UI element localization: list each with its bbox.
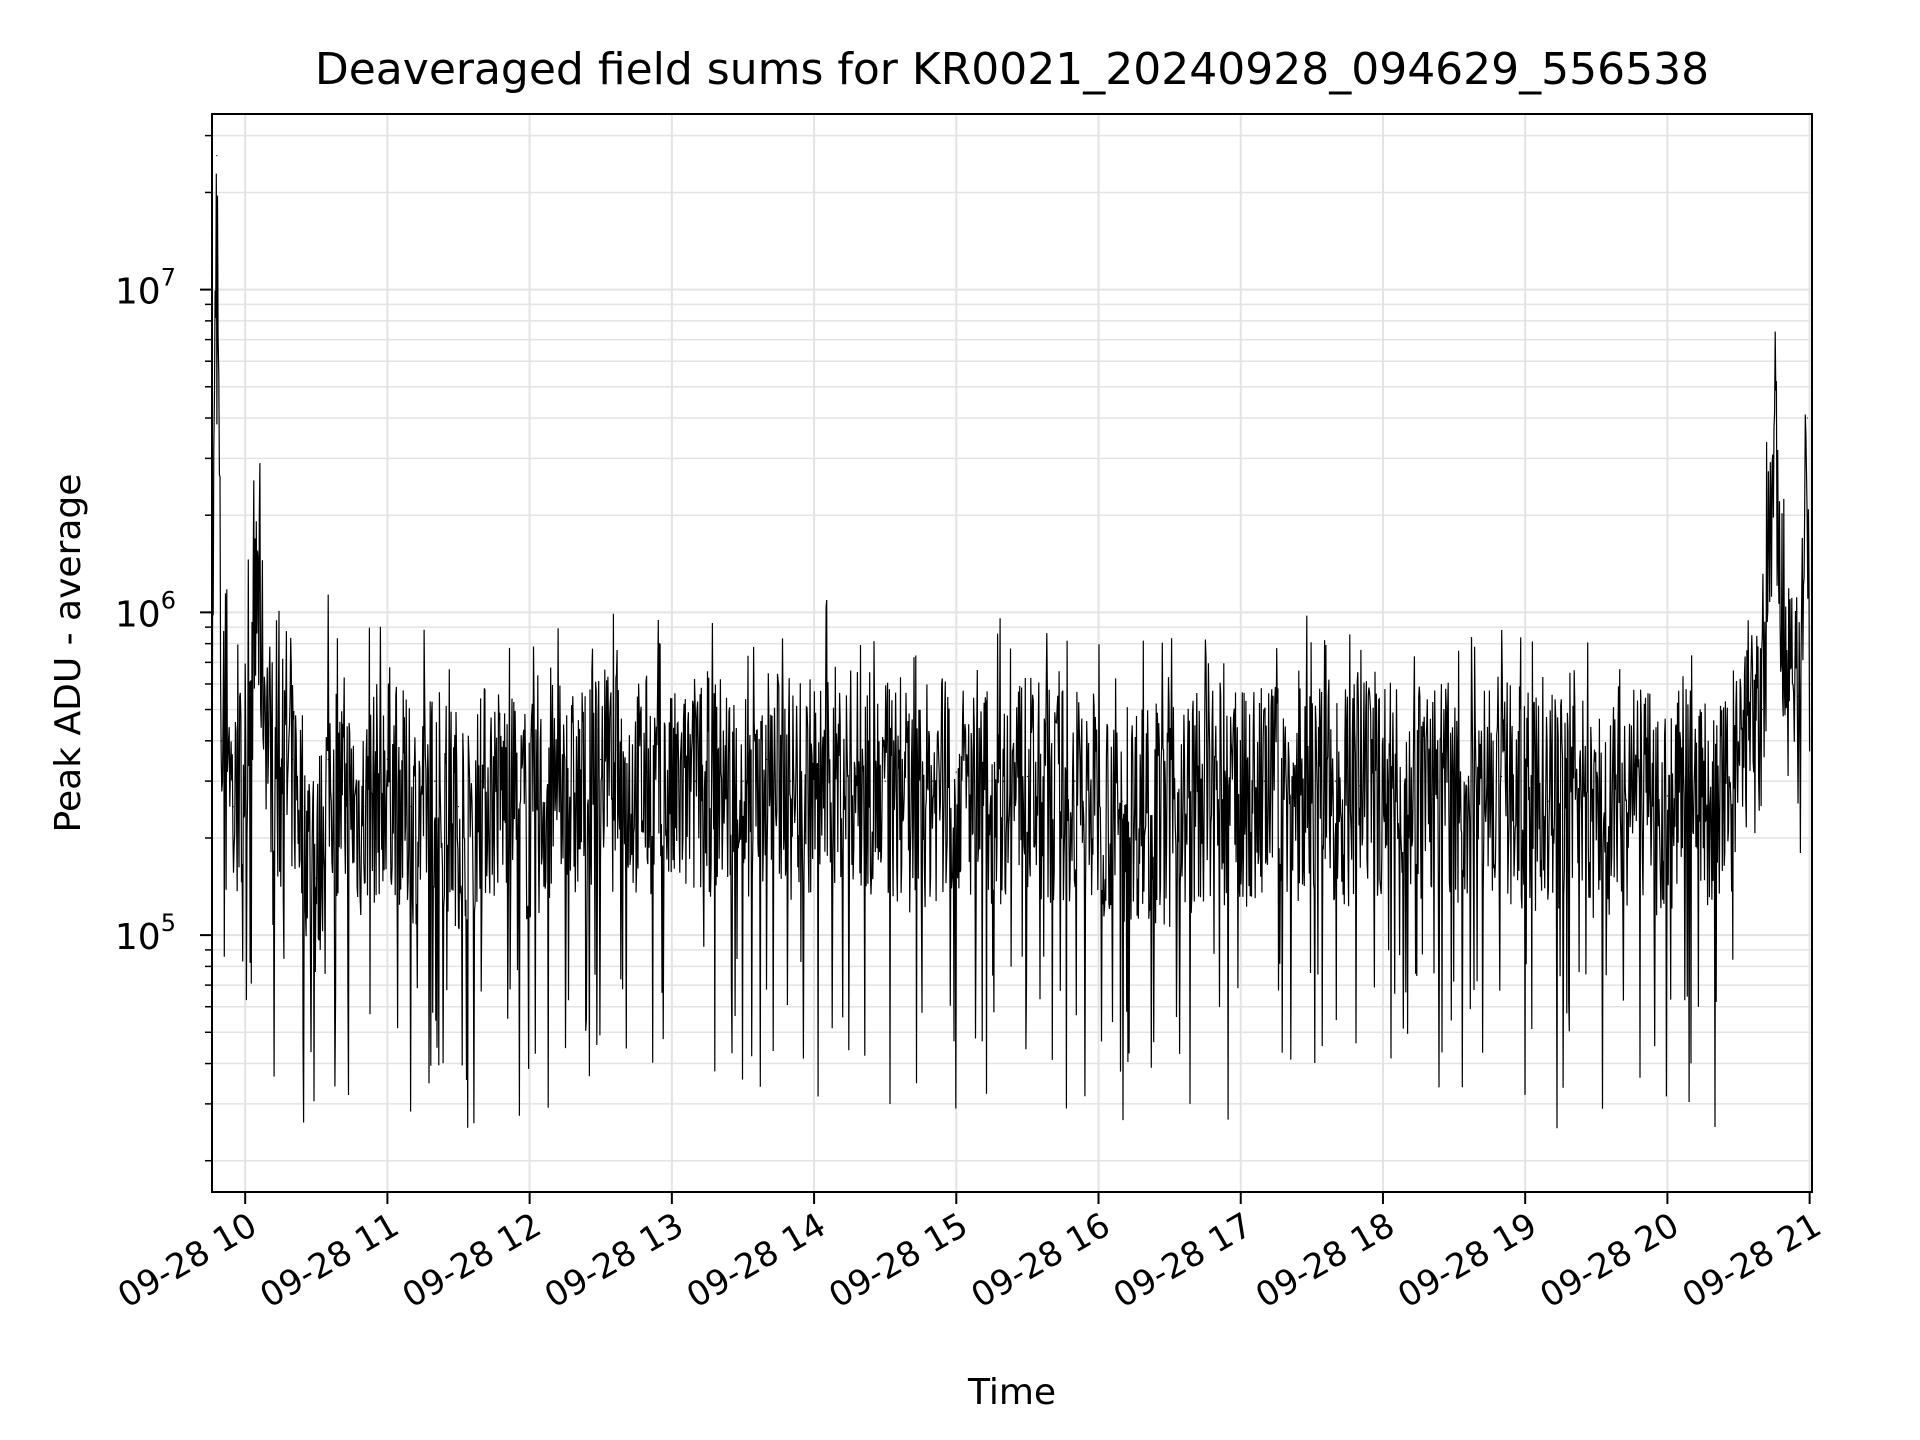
- chart-title: Deaveraged field sums for KR0021_2024092…: [315, 44, 1709, 95]
- data-point: [742, 780, 744, 782]
- data-point: [671, 790, 673, 792]
- data-point: [884, 780, 886, 782]
- data-point: [1809, 683, 1811, 685]
- data-point: [1453, 785, 1455, 787]
- data-point: [1477, 780, 1479, 782]
- data-point: [291, 758, 294, 761]
- data-point: [268, 723, 270, 725]
- data-point: [363, 806, 365, 808]
- data-point: [256, 586, 258, 588]
- data-point: [434, 780, 436, 782]
- data-point: [303, 806, 306, 808]
- data-point: [1500, 775, 1503, 778]
- data-point: [1287, 785, 1289, 787]
- data-point: [457, 806, 460, 808]
- data-point: [647, 771, 649, 773]
- data-point: [931, 780, 934, 782]
- data-point: [1806, 417, 1808, 419]
- data-point: [1334, 780, 1337, 782]
- data-point: [718, 771, 720, 773]
- data-point: [1643, 790, 1645, 792]
- data-point: [244, 740, 246, 742]
- data-point: [1003, 780, 1005, 782]
- data-point: [860, 767, 863, 769]
- data-point: [327, 758, 329, 761]
- y-tick-exponent: 7: [161, 264, 176, 292]
- data-point: [386, 758, 389, 761]
- data-point: [694, 780, 697, 782]
- data-point: [1145, 795, 1147, 797]
- data-point: [1240, 790, 1242, 792]
- data-point: [1311, 775, 1313, 778]
- data-point: [1358, 785, 1360, 787]
- series-line: [211, 173, 1811, 1129]
- data-point: [1690, 780, 1692, 782]
- data-point: [481, 780, 483, 782]
- y-tick-exponent: 5: [161, 909, 176, 937]
- data-point: [1761, 708, 1763, 711]
- data-point: [1192, 790, 1194, 792]
- data-point: [529, 806, 531, 808]
- data-point: [1429, 775, 1431, 778]
- data-point: [225, 661, 227, 663]
- data-point: [1121, 800, 1123, 802]
- data-point: [1406, 780, 1408, 782]
- data-point: [1097, 790, 1100, 792]
- data-point: [1595, 806, 1597, 808]
- data-point: [837, 762, 839, 765]
- data-point: [505, 780, 507, 782]
- data-point: [813, 771, 815, 773]
- data-point: [576, 790, 578, 792]
- data-point: [220, 740, 223, 742]
- series-layer: [211, 155, 1811, 1129]
- data-point: [1571, 780, 1574, 782]
- data-point: [908, 790, 910, 792]
- data-point: [1026, 775, 1029, 778]
- data-point: [552, 780, 554, 782]
- data-point: [339, 780, 341, 782]
- y-axis-label: Peak ADU - average: [48, 474, 89, 833]
- data-point: [232, 806, 234, 808]
- data-point: [280, 780, 282, 782]
- data-point: [1619, 780, 1621, 782]
- data-point: [1714, 806, 1716, 808]
- data-point: [315, 877, 317, 879]
- data-point: [789, 780, 791, 782]
- data-point: [1666, 795, 1669, 797]
- data-point: [1797, 695, 1799, 697]
- data-point: [955, 771, 957, 773]
- data-point: [1263, 780, 1266, 782]
- data-point: [1524, 790, 1526, 792]
- data-point: [1548, 800, 1550, 802]
- data-point: [1382, 771, 1384, 773]
- plot-frame: [211, 113, 1813, 1193]
- data-point: [1074, 780, 1076, 782]
- data-point: [1169, 806, 1171, 808]
- x-axis-label: Time: [967, 1372, 1056, 1413]
- data-point: [600, 758, 602, 761]
- data-point: [1737, 758, 1740, 761]
- data-point: [623, 780, 626, 782]
- data-point: [766, 758, 768, 761]
- data-point: [216, 155, 218, 157]
- data-point: [979, 790, 981, 792]
- data-point: [1773, 428, 1775, 430]
- data-point: [1216, 780, 1218, 782]
- data-point: [1785, 683, 1787, 685]
- y-tick-exponent: 6: [161, 586, 176, 614]
- data-point: [410, 806, 412, 808]
- data-point: [1050, 785, 1052, 787]
